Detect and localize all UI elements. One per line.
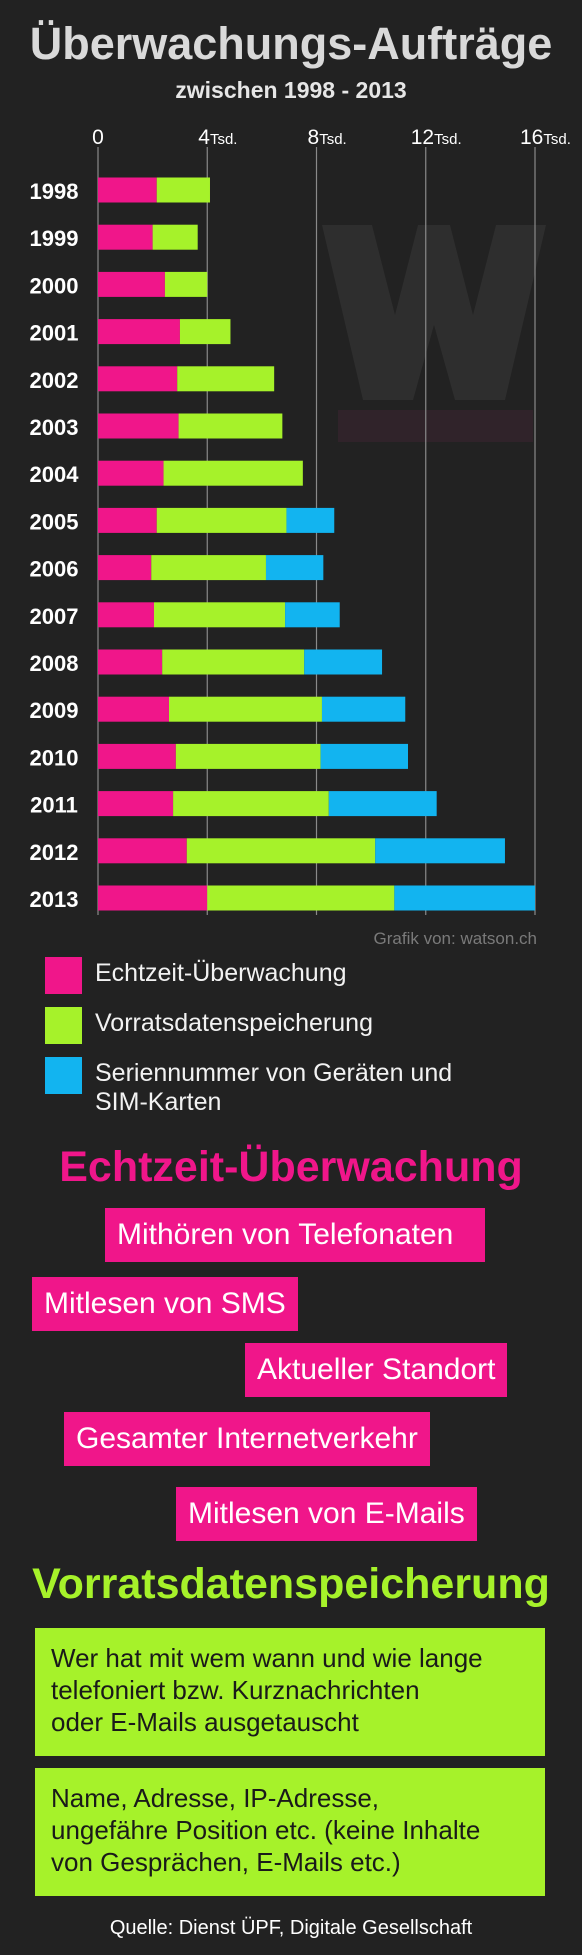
bar-segment <box>328 791 437 817</box>
bar-segment <box>98 791 174 817</box>
x-tick-label: 8Tsd. <box>308 126 347 149</box>
bar-segment <box>98 460 164 486</box>
bar-segment <box>178 413 283 439</box>
legend-swatch-serial <box>45 1057 82 1094</box>
y-category-label: 1998 <box>30 179 79 204</box>
bar-segment <box>304 649 383 675</box>
realtime-heading: Echtzeit-Überwachung <box>59 1143 523 1191</box>
bar-segment <box>152 224 198 250</box>
bar-segment <box>98 885 208 911</box>
y-category-label: 2005 <box>30 509 79 534</box>
bar-segment <box>98 602 154 628</box>
legend-label-retention: Vorratsdatenspeicherung <box>95 1009 373 1037</box>
y-category-label: 2002 <box>30 368 79 393</box>
bar-segment <box>320 743 408 769</box>
watson-logo-icon <box>322 225 546 442</box>
y-category-label: 2007 <box>30 604 79 629</box>
legend-item-realtime: Echtzeit-Überwachung <box>45 955 565 997</box>
realtime-item: Gesamter Internetverkehr <box>64 1412 430 1466</box>
y-category-label: 2000 <box>30 273 79 298</box>
bar-segment <box>375 838 505 864</box>
bar-segment <box>286 507 335 533</box>
page-subtitle: zwischen 1998 - 2013 <box>175 77 407 103</box>
legend-item-retention: Vorratsdatenspeicherung <box>45 1005 565 1047</box>
realtime-item: Mitlesen von SMS <box>32 1277 298 1331</box>
bar-segment <box>175 743 321 769</box>
y-category-label: 2010 <box>30 745 79 770</box>
bar-segment <box>98 319 180 345</box>
stacked-bar-chart: 0 4Tsd. 8Tsd. 12Tsd. 16Tsd. 1998 1999 2000 2001… <box>30 126 571 915</box>
x-axis-ticks: 0 4Tsd. 8Tsd. 12Tsd. 16Tsd. <box>92 126 571 149</box>
retention-heading: Vorratsdatenspeicherung <box>32 1560 550 1608</box>
x-tick-label: 0 <box>92 126 104 149</box>
retention-item: Name, Adresse, IP-Adresse, ungefähre Pos… <box>35 1768 545 1896</box>
page-title: Überwachungs-Aufträge <box>29 18 553 69</box>
y-category-label: 2013 <box>30 887 79 912</box>
bar-segment <box>321 696 406 722</box>
realtime-item: Mitlesen von E-Mails <box>176 1487 477 1541</box>
bar-segment <box>156 177 210 203</box>
y-category-label: 2003 <box>30 415 79 440</box>
bar-segment <box>98 366 178 392</box>
chart-credit: Grafik von: watson.ch <box>373 929 537 948</box>
legend-item-serial: Seriennummer von Geräten und SIM-Karten <box>45 1055 565 1116</box>
bars <box>98 177 535 911</box>
bar-segment <box>177 366 275 392</box>
y-category-label: 2012 <box>30 840 79 865</box>
y-category-label: 2011 <box>30 793 78 818</box>
y-category-label: 2008 <box>30 651 79 676</box>
bar-segment <box>98 177 157 203</box>
bar-segment <box>151 555 266 581</box>
bar-segment <box>156 507 287 533</box>
y-axis-labels: 1998 1999 2000 2001 2002 2003 2004 2005 2006 2007… <box>30 179 80 912</box>
y-category-label: 2004 <box>30 462 80 487</box>
bar-segment <box>169 696 322 722</box>
bar-segment <box>98 555 152 581</box>
bar-segment <box>98 838 187 864</box>
bar-segment <box>98 649 163 675</box>
bar-segment <box>98 413 179 439</box>
y-category-label: 2001 <box>30 321 79 346</box>
bar-segment <box>285 602 340 628</box>
x-tick-label: 4Tsd. <box>198 126 237 149</box>
bar-segment <box>153 602 286 628</box>
bar-segment <box>394 885 535 911</box>
retention-item: Wer hat mit wem wann und wie lange telef… <box>35 1628 545 1756</box>
legend-swatch-realtime <box>45 957 82 994</box>
x-tick-label: 16Tsd. <box>520 126 571 149</box>
legend-label-serial: Seriennummer von Geräten und SIM-Karten <box>95 1059 453 1116</box>
x-tick-label: 12Tsd. <box>411 126 462 149</box>
bar-segment <box>98 743 176 769</box>
bar-segment <box>98 271 165 297</box>
legend-label-realtime: Echtzeit-Überwachung <box>95 959 347 987</box>
legend: Echtzeit-Überwachung Vorratsdatenspeiche… <box>45 955 565 1123</box>
bar-segment <box>98 224 153 250</box>
realtime-item: Aktueller Standort <box>245 1343 508 1397</box>
legend-swatch-retention <box>45 1007 82 1044</box>
bar-segment <box>162 649 305 675</box>
bar-segment <box>98 696 170 722</box>
bar-segment <box>186 838 376 864</box>
y-category-label: 2009 <box>30 698 79 723</box>
y-category-label: 1999 <box>30 226 79 251</box>
bar-segment <box>163 460 303 486</box>
bar-segment <box>179 319 231 345</box>
bar-segment <box>98 507 157 533</box>
bar-segment <box>164 271 208 297</box>
realtime-item: Mithören von Telefonaten <box>105 1208 485 1262</box>
bar-segment <box>173 791 329 817</box>
source-note: Quelle: Dienst ÜPF, Digitale Gesellschaf… <box>109 1917 473 1939</box>
y-category-label: 2006 <box>30 557 79 582</box>
bar-segment <box>207 885 395 911</box>
bar-segment <box>265 555 324 581</box>
